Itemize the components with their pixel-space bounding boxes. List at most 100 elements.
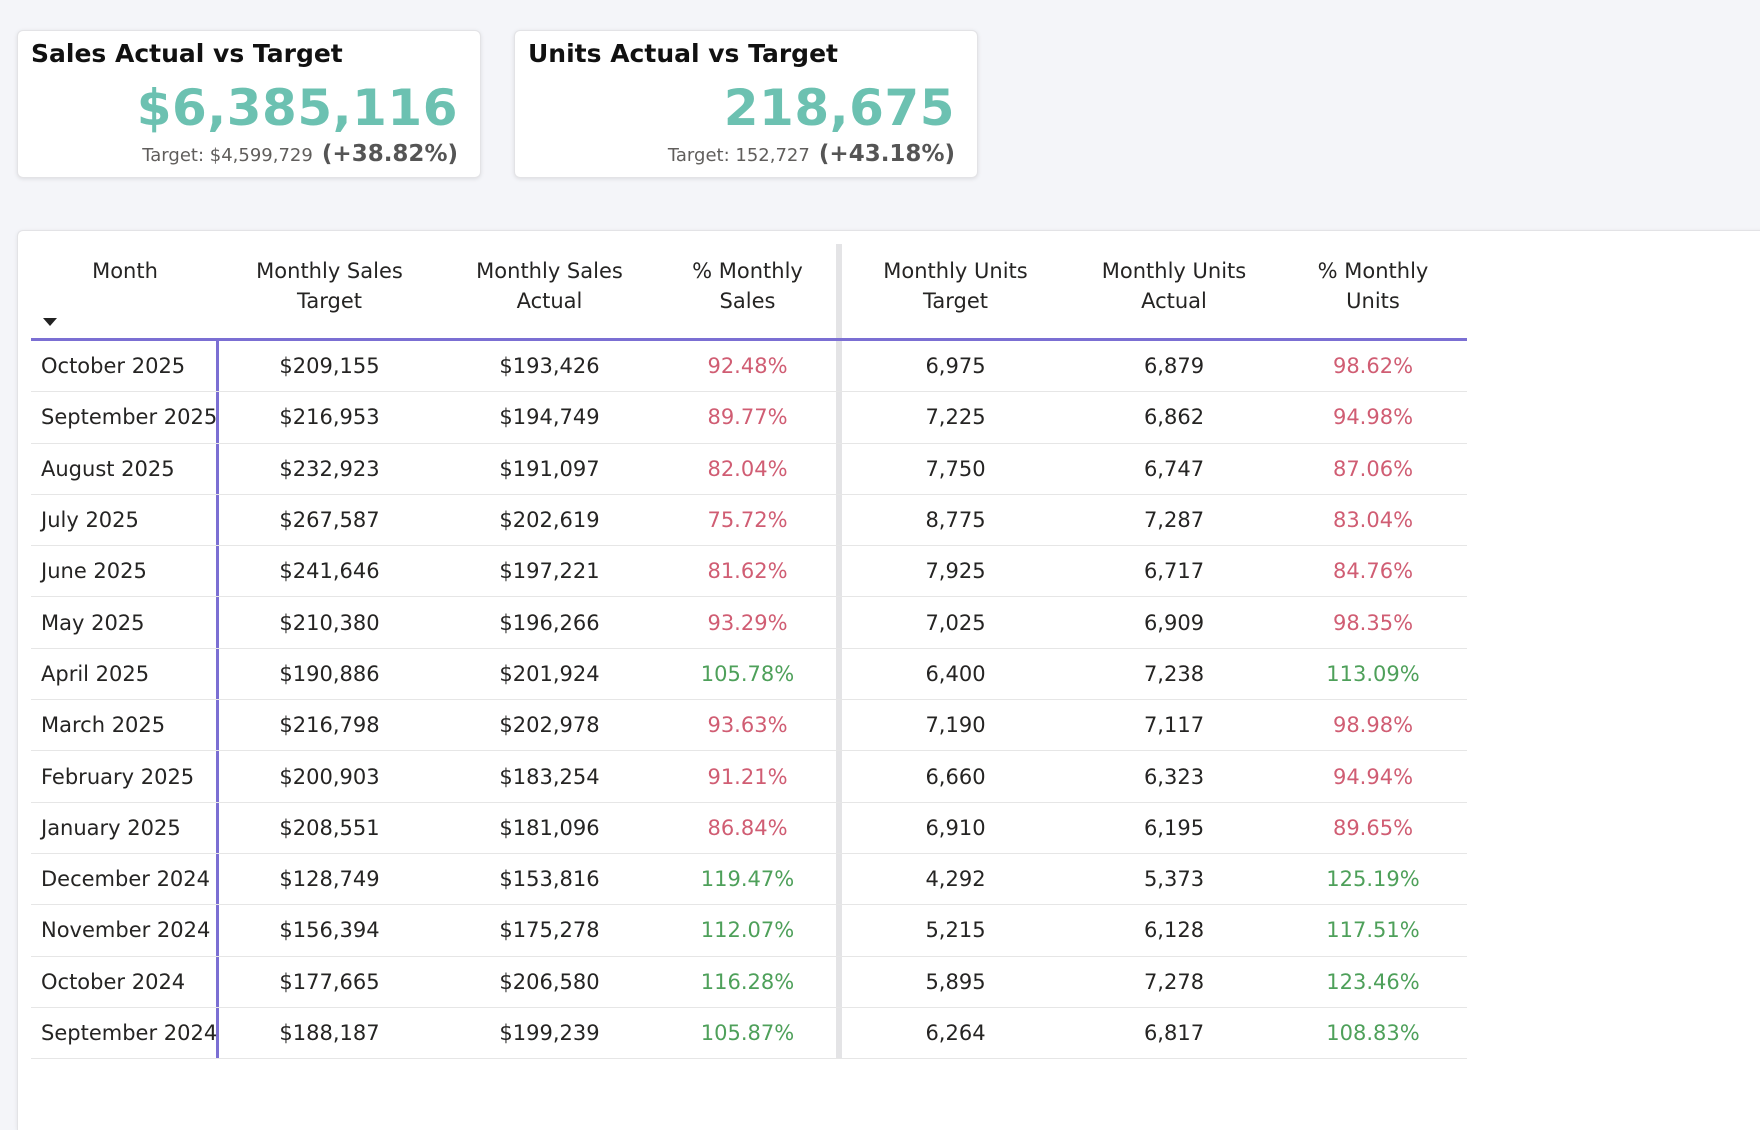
units-actual-cell: 5,373 — [1143, 867, 1205, 892]
sales-kpi-title: Sales Actual vs Target — [31, 39, 343, 68]
units-actual-cell: 7,117 — [1143, 713, 1205, 738]
column-header-sales-actual[interactable]: Monthly Sales Actual — [440, 244, 659, 338]
sales-actual-cell: $197,221 — [499, 559, 600, 584]
pct-units-cell: 123.46% — [1326, 969, 1420, 994]
units-target-cell: 7,190 — [925, 713, 986, 738]
sales-actual-cell: $175,278 — [499, 918, 600, 943]
units-actual-cell: 6,747 — [1143, 456, 1205, 481]
table-body: October 2025 $209,155 $193,426 92.48% 6,975 6… — [31, 341, 1467, 1060]
pct-units-cell: 84.76% — [1332, 559, 1414, 584]
sales-actual-cell: $194,749 — [499, 405, 600, 430]
sales-actual-cell: $181,096 — [499, 815, 600, 840]
units-target-cell: 7,925 — [925, 559, 986, 584]
sales-kpi-target: Target: $4,599,729 — [142, 145, 313, 166]
column-header-units-actual[interactable]: Monthly Units Actual — [1069, 244, 1279, 338]
units-target-cell: 6,660 — [925, 764, 986, 789]
units-actual-cell: 7,238 — [1143, 661, 1205, 686]
column-header-pct-units[interactable]: % Monthly Units — [1279, 244, 1467, 338]
sales-target-cell: $210,380 — [279, 610, 380, 635]
sales-kpi-variance: (+38.82%) — [321, 141, 458, 167]
units-target-cell: 6,910 — [925, 815, 986, 840]
pct-units-cell: 113.09% — [1326, 661, 1420, 686]
units-target-cell: 7,750 — [925, 456, 986, 481]
table-row[interactable]: December 2024 $128,749 $153,816 119.47% 4,29… — [31, 853, 1467, 906]
pct-units-cell: 87.06% — [1332, 456, 1414, 481]
table-row[interactable]: July 2025 $267,587 $202,619 75.72% 8,775 7,28… — [31, 494, 1467, 547]
units-actual-cell: 6,862 — [1143, 405, 1205, 430]
table-row[interactable]: October 2025 $209,155 $193,426 92.48% 6,975 6… — [31, 341, 1467, 393]
units-actual-cell: 7,287 — [1143, 508, 1205, 533]
column-header-label: Monthly Sales Actual — [476, 259, 623, 313]
monthly-table: Month Monthly Sales Target Monthly Sales… — [31, 244, 1467, 1060]
pct-units-cell: 94.94% — [1332, 764, 1414, 789]
month-cell: February 2025 — [31, 751, 219, 802]
pct-units-cell: 98.62% — [1332, 354, 1414, 379]
monthly-table-panel[interactable]: Month Monthly Sales Target Monthly Sales… — [17, 230, 1760, 1130]
pct-sales-cell: 86.84% — [659, 802, 842, 853]
table-row[interactable]: January 2025 $208,551 $181,096 86.84% 6,910 6… — [31, 802, 1467, 854]
pct-sales-cell: 75.72% — [659, 494, 842, 546]
pct-units-cell: 117.51% — [1326, 918, 1420, 943]
column-header-sales-target[interactable]: Monthly Sales Target — [219, 244, 440, 338]
table-row[interactable]: September 2025 $216,953 $194,749 89.77% 7,22… — [31, 392, 1467, 444]
units-actual-cell: 6,879 — [1143, 354, 1205, 379]
pct-sales-cell: 93.29% — [659, 597, 842, 648]
sales-target-cell: $216,798 — [279, 713, 380, 738]
column-header-label: Monthly Units Target — [883, 259, 1028, 313]
pct-units-cell: 108.83% — [1326, 1021, 1420, 1045]
column-header-label: % Monthly Sales — [692, 259, 803, 313]
pct-units-cell: 125.19% — [1326, 867, 1420, 892]
sort-descending-icon[interactable] — [43, 318, 57, 326]
column-header-label: Monthly Sales Target — [256, 259, 403, 313]
table-row[interactable]: November 2024 $156,394 $175,278 112.07% 5,21… — [31, 905, 1467, 957]
sales-target-cell: $208,551 — [279, 815, 380, 840]
sales-kpi-card[interactable]: Sales Actual vs Target $6,385,116 Target… — [17, 30, 481, 178]
month-cell: December 2024 — [31, 853, 219, 905]
sales-target-cell: $200,903 — [279, 764, 380, 789]
sales-target-cell: $232,923 — [279, 456, 380, 481]
units-actual-cell: 6,909 — [1143, 610, 1205, 635]
table-row[interactable]: June 2025 $241,646 $197,221 81.62% 7,925 6,71… — [31, 546, 1467, 598]
sales-actual-cell: $196,266 — [499, 610, 600, 635]
units-target-cell: 6,400 — [925, 661, 986, 686]
table-row[interactable]: March 2025 $216,798 $202,978 93.63% 7,190 7,1… — [31, 700, 1467, 752]
units-actual-cell: 7,278 — [1143, 969, 1205, 994]
table-row[interactable]: February 2025 $200,903 $183,254 91.21% 6,660… — [31, 751, 1467, 803]
column-header-units-target[interactable]: Monthly Units Target — [842, 244, 1069, 338]
pct-sales-cell: 93.63% — [659, 700, 842, 751]
table-row[interactable]: May 2025 $210,380 $196,266 93.29% 7,025 6,909… — [31, 597, 1467, 649]
units-kpi-target: Target: 152,727 — [667, 145, 810, 166]
month-cell: September 2025 — [31, 392, 219, 443]
units-actual-cell: 6,323 — [1143, 764, 1205, 789]
sales-actual-cell: $183,254 — [499, 764, 600, 789]
column-header-label: Month — [92, 259, 158, 283]
table-row[interactable]: August 2025 $232,923 $191,097 82.04% 7,750 6,… — [31, 443, 1467, 495]
pct-sales-cell: 91.21% — [659, 751, 842, 802]
units-kpi-value: 218,675 — [723, 79, 955, 137]
units-kpi-title: Units Actual vs Target — [528, 39, 838, 68]
sales-kpi-value: $6,385,116 — [136, 79, 458, 137]
table-row[interactable]: October 2024 $177,665 $206,580 116.28% 5,895… — [31, 956, 1467, 1008]
units-target-cell: 7,225 — [925, 405, 986, 430]
column-header-month[interactable]: Month — [31, 244, 219, 338]
pct-sales-cell: 112.07% — [659, 905, 842, 956]
sales-target-cell: $188,187 — [279, 1021, 380, 1045]
column-header-pct-sales[interactable]: % Monthly Sales — [659, 244, 842, 338]
units-actual-cell: 6,717 — [1143, 559, 1205, 584]
month-cell: May 2025 — [31, 597, 219, 648]
table-header-row: Month Monthly Sales Target Monthly Sales… — [31, 244, 1467, 341]
table-row[interactable]: September 2024 $188,187 $199,239 105.87% 6,2… — [31, 1007, 1467, 1060]
pct-sales-cell: 81.62% — [659, 546, 842, 597]
month-cell: August 2025 — [31, 443, 219, 494]
units-target-cell: 6,975 — [925, 354, 986, 379]
pct-units-cell: 98.98% — [1332, 713, 1414, 738]
table-row[interactable]: April 2025 $190,886 $201,924 105.78% 6,400 7,… — [31, 648, 1467, 701]
pct-sales-cell: 105.78% — [659, 648, 842, 700]
sales-target-cell: $128,749 — [279, 867, 380, 892]
units-kpi-card[interactable]: Units Actual vs Target 218,675 Target: 1… — [514, 30, 978, 178]
units-target-cell: 5,215 — [925, 918, 986, 943]
sales-actual-cell: $193,426 — [499, 354, 600, 379]
pct-sales-cell: 119.47% — [659, 853, 842, 905]
units-target-cell: 4,292 — [925, 867, 986, 892]
sales-actual-cell: $199,239 — [499, 1021, 600, 1045]
